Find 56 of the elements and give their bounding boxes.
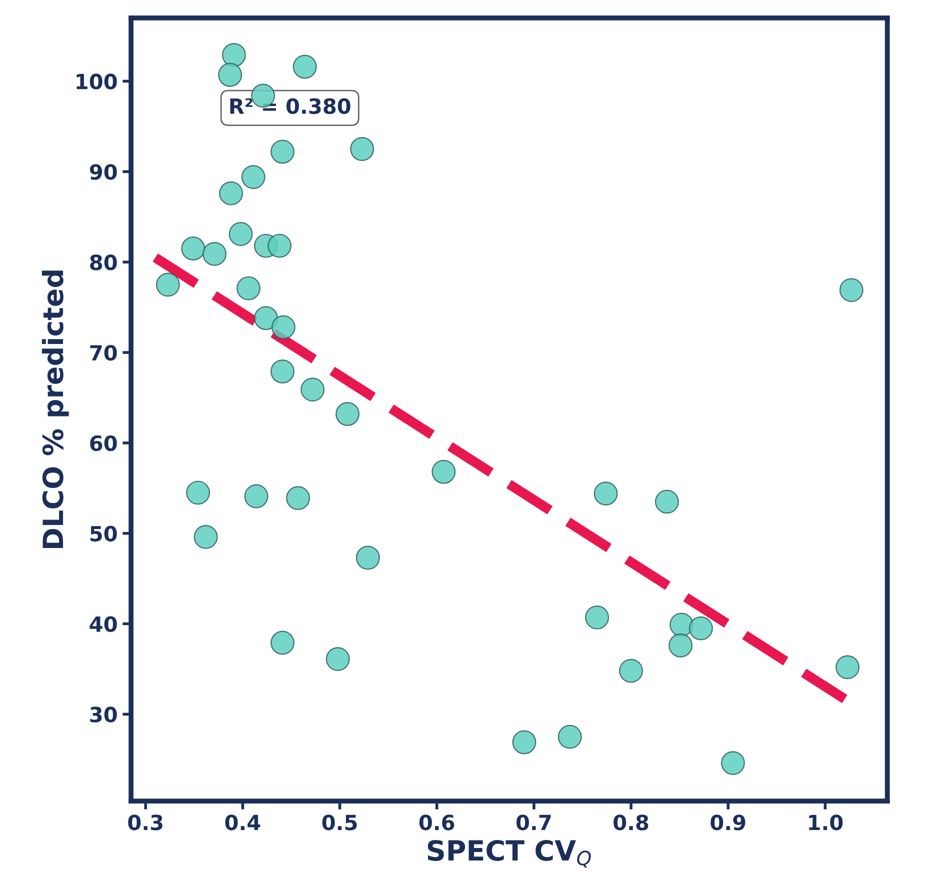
point [286, 486, 310, 510]
point [839, 278, 864, 302]
point [156, 272, 180, 297]
point [654, 490, 679, 514]
point [512, 730, 536, 754]
y-tick-label: 60 [90, 435, 117, 452]
y-tick-label: 80 [90, 254, 117, 270]
point [241, 165, 266, 190]
point [558, 724, 582, 749]
x-tick-label: 0.8 [614, 814, 648, 830]
point [594, 482, 618, 506]
point [181, 236, 206, 260]
point [292, 54, 317, 79]
y-tick-label: 70 [90, 344, 117, 361]
point [356, 546, 380, 570]
point [271, 315, 296, 340]
annotation: R² = 0.380 [230, 98, 350, 114]
point [688, 616, 713, 640]
x-tick-label: 1.0 [809, 814, 843, 830]
point [336, 402, 360, 426]
y-tick-label: 100 [76, 74, 117, 90]
point [194, 525, 218, 549]
point [186, 480, 210, 505]
point [300, 378, 325, 402]
y-axis-title: DLCO % predicted [42, 270, 69, 548]
point [244, 484, 268, 508]
point [228, 222, 253, 246]
x-tick-label: 0.3 [128, 814, 162, 830]
point [721, 751, 745, 776]
point [222, 43, 246, 67]
point [219, 181, 244, 206]
x-axis-title: SPECT CV$_{Q}$ [428, 840, 591, 868]
x-tick-label: 0.4 [225, 814, 260, 830]
y-tick-label: 90 [90, 164, 117, 180]
point [270, 360, 294, 384]
point [836, 655, 860, 680]
point [218, 62, 242, 87]
point [668, 634, 693, 658]
point [326, 647, 350, 672]
y-tick-label: 30 [90, 706, 117, 722]
point [350, 137, 374, 161]
y-tick-label: 40 [90, 616, 117, 632]
x-tick-label: 0.7 [516, 814, 551, 830]
point [236, 276, 260, 300]
point [254, 306, 278, 330]
point [270, 630, 294, 655]
x-tick-label: 0.9 [710, 814, 746, 830]
point [432, 460, 456, 484]
point [270, 140, 294, 164]
point [268, 234, 292, 258]
y-tick-label: 50 [90, 526, 117, 542]
x-tick-label: 0.5 [322, 814, 357, 830]
x-tick-label: 0.6 [419, 814, 454, 830]
point [585, 605, 610, 630]
point [619, 658, 643, 683]
point [202, 242, 226, 266]
